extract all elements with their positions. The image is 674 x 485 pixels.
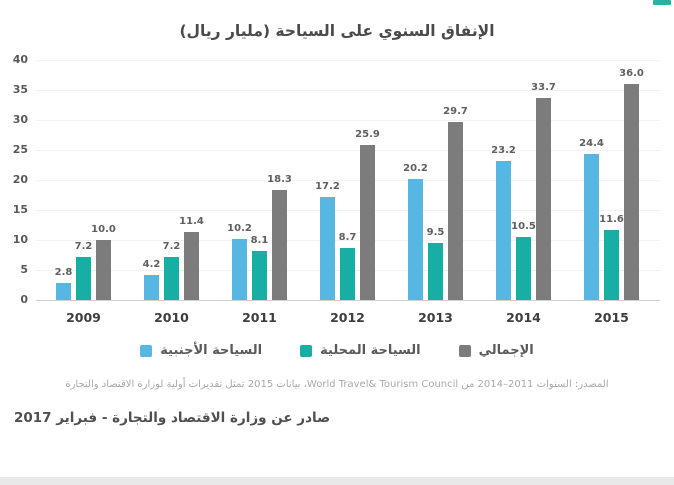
x-category-label: 2013 (418, 310, 453, 325)
x-category-label: 2012 (330, 310, 365, 325)
bar-domestic-tourism (164, 256, 179, 300)
legend-item-foreign-tourism[interactable]: السياحة الأجنبية (140, 343, 262, 358)
bar-value-label: 2.8 (54, 267, 73, 279)
bar-foreign-tourism (232, 238, 247, 300)
bar-value-label: 24.4 (579, 137, 604, 149)
y-tick-label: 5 (20, 263, 28, 276)
y-tick-label: 35 (12, 83, 28, 96)
legend-label: السياحة الأجنبية (160, 343, 263, 358)
bar-value-label: 10.2 (227, 222, 252, 234)
gridline (36, 210, 660, 211)
x-category-label: 2010 (154, 310, 189, 325)
legend-item-total[interactable]: الإجمالي (458, 343, 534, 358)
bar-domestic-tourism (428, 243, 443, 300)
issued-note: صادر عن وزارة الاقتصاد والتجارة - فبراير… (14, 410, 331, 426)
legend-label: السياحة المحلية (320, 343, 421, 358)
bar-foreign-tourism (408, 178, 423, 300)
bar-value-label: 9.5 (426, 227, 445, 238)
bar-value-label: 7.2 (74, 240, 93, 252)
legend-swatch-icon (300, 344, 313, 357)
bar-total (360, 144, 375, 300)
bottom-divider (0, 477, 674, 485)
bar-value-label: 36.0 (619, 68, 644, 79)
y-tick-label: 30 (12, 113, 28, 126)
bar-value-label: 29.7 (443, 105, 468, 117)
bar-total (272, 190, 287, 300)
bar-total (96, 240, 111, 300)
brand-mark-icon (653, 0, 671, 5)
gridline (36, 120, 660, 121)
bar-value-label: 23.2 (491, 144, 516, 156)
bar-value-label: 33.7 (531, 81, 556, 93)
y-tick-label: 10 (12, 233, 28, 246)
x-category-label: 2015 (594, 310, 629, 325)
y-tick-label: 15 (12, 203, 28, 216)
gridline (36, 60, 660, 61)
bar-foreign-tourism (496, 160, 511, 300)
source-note: المصدر: السنوات 2011–2014 من World Trave… (65, 379, 609, 390)
x-axis-baseline (36, 300, 660, 301)
bar-domestic-tourism (340, 247, 355, 300)
bar-value-label: 4.2 (142, 258, 161, 270)
bar-value-label: 20.2 (403, 162, 428, 174)
x-category-label: 2014 (506, 310, 541, 325)
legend-item-domestic-tourism[interactable]: السياحة المحلية (300, 343, 421, 358)
bar-total (184, 231, 199, 300)
bar-total (448, 121, 463, 300)
bar-domestic-tourism (604, 230, 619, 300)
chart-title: الإنفاق السنوي على السياحة (مليار ريال) (179, 22, 495, 40)
gridline (36, 180, 660, 181)
bar-value-label: 10.5 (511, 221, 536, 232)
legend-swatch-icon (458, 344, 471, 357)
bar-foreign-tourism (584, 153, 599, 300)
bar-foreign-tourism (144, 274, 159, 300)
bar-total (624, 84, 639, 300)
bar-value-label: 17.2 (315, 180, 340, 192)
legend-label: الإجمالي (478, 343, 534, 358)
bar-value-label: 11.4 (179, 215, 204, 227)
bar-value-label: 18.3 (267, 174, 292, 186)
y-tick-label: 0 (20, 293, 28, 306)
legend-swatch-icon (140, 344, 153, 357)
bar-domestic-tourism (252, 251, 267, 300)
bar-value-label: 25.9 (355, 128, 380, 140)
y-tick-label: 25 (12, 143, 28, 156)
bar-domestic-tourism (516, 237, 531, 300)
bar-value-label: 8.1 (250, 235, 269, 247)
x-category-label: 2011 (242, 310, 277, 325)
y-tick-label: 40 (12, 53, 28, 66)
gridline (36, 240, 660, 241)
gridline (36, 90, 660, 91)
bar-value-label: 10.0 (91, 224, 116, 235)
bar-domestic-tourism (76, 256, 91, 300)
bar-total (536, 97, 551, 300)
x-category-label: 2009 (66, 310, 101, 325)
bar-value-label: 11.6 (599, 214, 624, 226)
bar-value-label: 7.2 (162, 240, 181, 252)
bar-foreign-tourism (320, 196, 335, 300)
gridline (36, 150, 660, 151)
chart-legend: السياحة الأجنبية السياحة المحلية الإجمالي (0, 343, 674, 358)
bar-foreign-tourism (56, 283, 71, 300)
bar-value-label: 8.7 (338, 231, 357, 243)
y-tick-label: 20 (12, 173, 28, 186)
